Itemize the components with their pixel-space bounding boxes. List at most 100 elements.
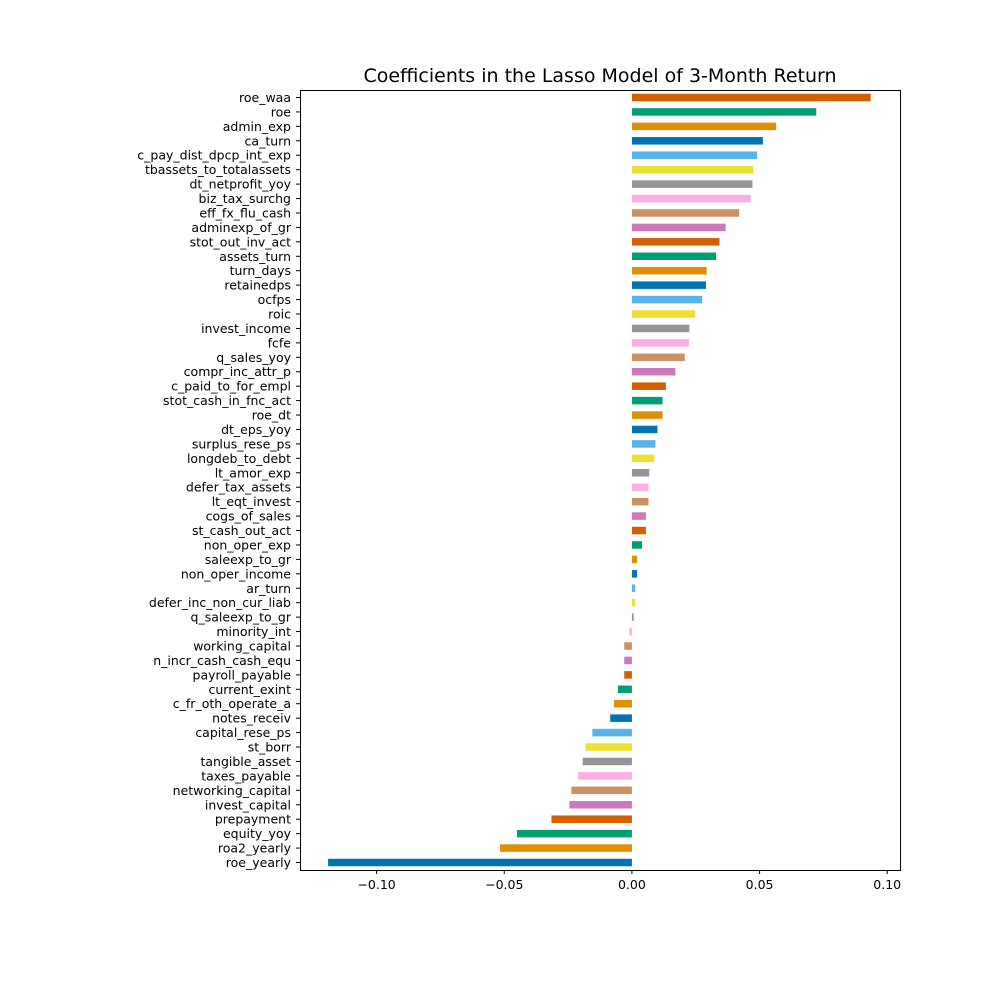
bar-ar-turn [631, 584, 636, 592]
y-tick-label: taxes_payable [201, 768, 291, 783]
bar-c-paid-to-for-empl [631, 382, 666, 390]
bar-st-cash-out-act [631, 526, 646, 535]
bar-invest-income [631, 324, 690, 333]
bar-st-borr [585, 743, 632, 751]
bar-invest-capital [569, 801, 632, 809]
y-tick-label: roic [268, 307, 291, 322]
y-tick-label: dt_netprofit_yoy [189, 177, 291, 192]
bar-roe-waa [631, 93, 871, 102]
x-axis: −0.10 −0.05 0.00 0.05 0.10 [357, 870, 901, 892]
y-tick-label: c_fr_oth_operate_a [173, 696, 291, 711]
bar-defer-inc-non-cur-liab [631, 598, 636, 607]
chart-title: Coefficients in the Lasso Model of 3-Mon… [363, 65, 836, 87]
y-tick-label: ca_turn [245, 133, 291, 148]
bar-q-sales-yoy [631, 353, 685, 362]
bar-compr-inc-attr-p [631, 368, 676, 376]
bar-eff-fx-flu-cash [631, 209, 740, 217]
y-tick-label: n_incr_cash_cash_equ [153, 653, 291, 668]
y-tick-label: notes_receiv [212, 711, 292, 726]
bar-longdeb-to-debt [631, 454, 655, 463]
bar-capital-rese-ps [592, 728, 632, 737]
x-tick-label: 0.10 [873, 877, 901, 892]
y-tick-label: non_oper_income [181, 566, 291, 581]
y-tick-label: st_cash_out_act [192, 523, 291, 538]
x-tick-label: 0.00 [618, 877, 646, 892]
bar-adminexp-of-gr [631, 223, 726, 232]
bar-minority-int [629, 627, 632, 636]
y-tick-label: c_paid_to_for_empl [171, 379, 291, 394]
y-tick-label: turn_days [230, 263, 291, 278]
y-tick-label: stot_cash_in_fnc_act [163, 393, 291, 408]
bar-dt-netprofit-yoy [631, 180, 753, 188]
y-tick-label: cogs_of_sales [206, 509, 291, 524]
x-tick-label: −0.10 [357, 877, 395, 892]
y-tick-label: networking_capital [173, 783, 291, 798]
y-tick-label: eff_fx_flu_cash [199, 205, 291, 220]
y-tick-label: equity_yoy [223, 826, 292, 841]
bars-group [328, 93, 871, 867]
bar-non-oper-exp [631, 541, 643, 549]
y-tick-label: payroll_payable [193, 667, 292, 682]
bar-n-incr-cash-cash-equ [624, 656, 632, 665]
bar-c-fr-oth-operate-a [614, 699, 632, 708]
bar-roe-yearly [328, 858, 632, 867]
y-tick-label: prepayment [215, 812, 291, 827]
bar-notes-receiv [610, 714, 632, 722]
y-tick-label: roe_yearly [226, 855, 292, 870]
y-tick-label: q_saleexp_to_gr [191, 610, 292, 625]
bar-cogs-of-sales [631, 512, 646, 520]
y-tick-label: defer_inc_non_cur_liab [149, 595, 291, 610]
bar-dt-eps-yoy [631, 425, 658, 434]
bar-defer-tax-assets [631, 483, 649, 491]
bar-fcfe [631, 339, 689, 347]
bar-roe-dt [631, 411, 663, 419]
y-tick-label: ar_turn [246, 581, 291, 596]
y-tick-label: tangible_asset [200, 754, 291, 769]
bar-admin-exp [631, 122, 777, 131]
bar-prepayment [551, 815, 632, 823]
x-tick-label: 0.05 [746, 877, 774, 892]
y-tick-label: roa2_yearly [218, 841, 292, 856]
y-tick-label: compr_inc_attr_p [184, 364, 291, 379]
y-tick-label: retainedps [224, 278, 291, 293]
bar-ocfps [631, 295, 703, 304]
bar-q-saleexp-to-gr [631, 613, 634, 621]
bar-tangible-asset [582, 757, 632, 766]
plot-frame [300, 90, 901, 871]
y-tick-label: surplus_rese_ps [192, 436, 291, 451]
y-tick-label: non_oper_exp [204, 537, 291, 552]
bar-working-capital [624, 642, 632, 650]
bar-lt-eqt-invest [631, 497, 649, 506]
y-tick-label: adminexp_of_gr [191, 220, 291, 235]
bar-c-pay-dist-dpcp-int-exp [631, 151, 758, 159]
y-tick-label: assets_turn [219, 249, 291, 264]
bar-roe [631, 108, 817, 116]
y-tick-label: roe [271, 104, 292, 119]
bar-assets-turn [631, 252, 717, 261]
y-tick-label: lt_eqt_invest [212, 494, 291, 509]
y-tick-label: roe_dt [252, 408, 291, 423]
bar-ca-turn [631, 137, 763, 145]
bar-stot-out-inv-act [631, 238, 720, 246]
y-tick-label: lt_amor_exp [215, 465, 291, 480]
y-tick-label: longdeb_to_debt [187, 451, 291, 466]
bar-networking-capital [571, 786, 632, 795]
bar-roa2-yearly [499, 844, 632, 852]
bar-tbassets-to-totalassets [631, 165, 754, 174]
x-tick-label: −0.05 [485, 877, 523, 892]
bar-payroll-payable [624, 671, 632, 679]
y-tick-label: q_sales_yoy [216, 350, 291, 365]
y-tick-label: ocfps [258, 292, 291, 307]
y-tick-label: invest_income [201, 321, 291, 336]
category-labels-group: roe_waaroeadmin_expca_turnc_pay_dist_dpc… [137, 90, 300, 870]
bar-taxes-payable [578, 772, 632, 780]
y-tick-label: stot_out_inv_act [190, 234, 292, 249]
y-tick-label: defer_tax_assets [186, 480, 291, 495]
y-tick-label: tbassets_to_totalassets [145, 162, 291, 177]
bar-turn-days [631, 266, 707, 275]
y-tick-label: minority_int [216, 624, 291, 639]
y-tick-label: capital_rese_ps [195, 725, 291, 740]
y-tick-label: c_pay_dist_dpcp_int_exp [137, 148, 291, 163]
